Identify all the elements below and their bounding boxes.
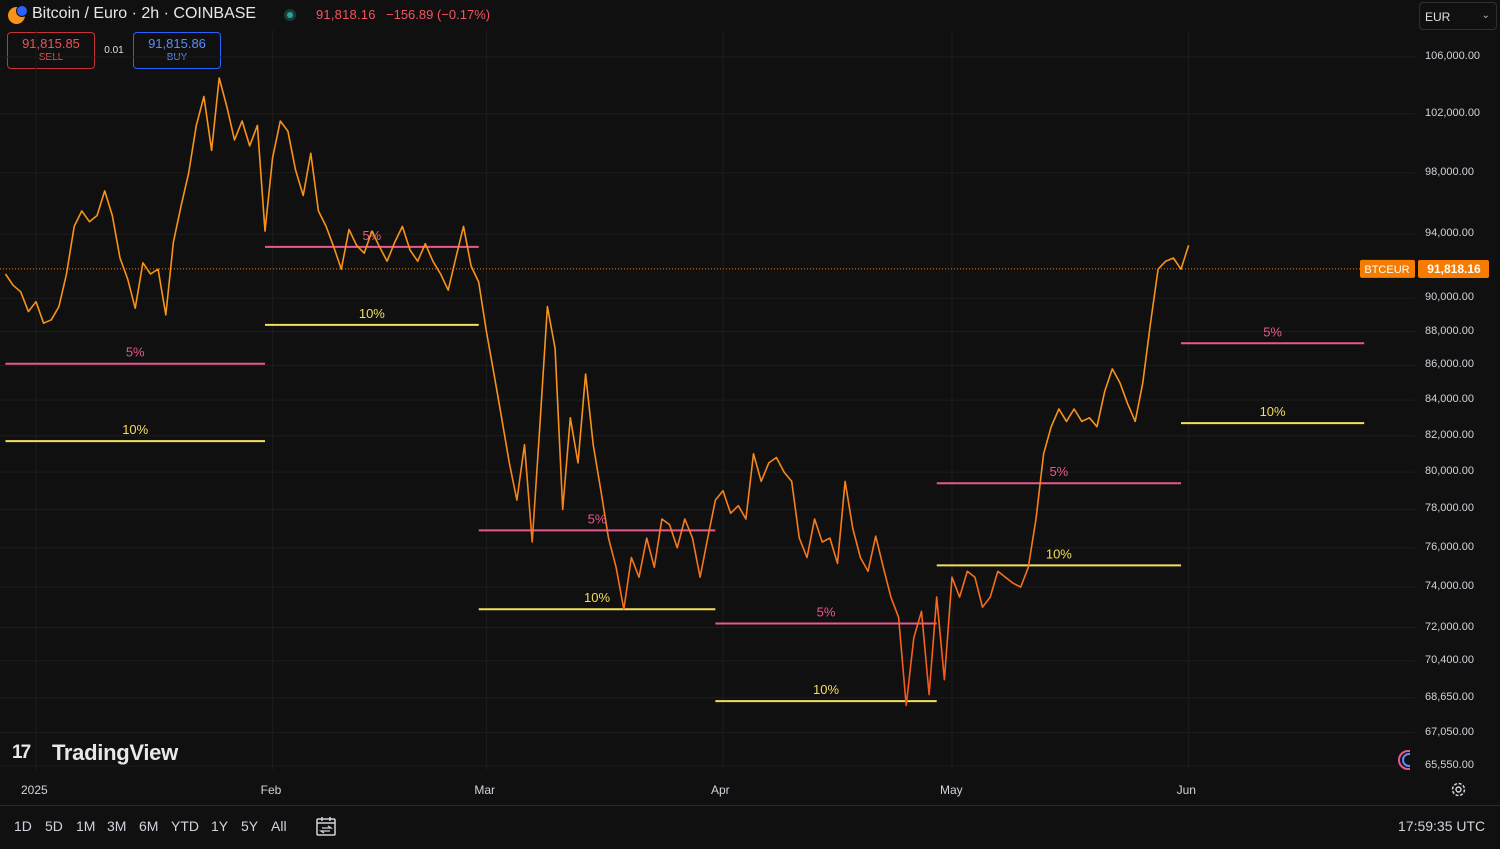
live-status-icon <box>284 9 296 21</box>
range-button-1d[interactable]: 1D <box>14 818 32 834</box>
y-tick-label: 78,000.00 <box>1425 502 1474 515</box>
x-tick-label: Mar <box>474 783 496 797</box>
header-last-price: 91,818.16 <box>316 7 376 22</box>
level-label: 5% <box>588 511 607 526</box>
x-tick-label: 2025 <box>21 783 48 797</box>
range-button-5y[interactable]: 5Y <box>241 818 259 834</box>
range-button-1y[interactable]: 1Y <box>211 818 229 834</box>
x-tick-label: May <box>940 783 963 797</box>
range-button-3m[interactable]: 3M <box>107 818 127 834</box>
level-label: 5% <box>1049 464 1068 479</box>
axis-last-price: 91,818.16 <box>1419 259 1489 278</box>
level-label: 5% <box>362 228 381 243</box>
range-button-5d[interactable]: 5D <box>45 818 63 834</box>
chart-header: Bitcoin / Euro · 2h · COINBASE 91,818.16… <box>0 0 1420 30</box>
symbol-title[interactable]: Bitcoin / Euro · 2h · COINBASE <box>32 5 257 22</box>
y-tick-label: 102,000.00 <box>1425 106 1481 119</box>
y-tick-label: 68,650.00 <box>1425 690 1474 703</box>
y-tick-label: 88,000.00 <box>1425 324 1474 337</box>
y-tick-label: 70,400.00 <box>1425 653 1474 666</box>
y-tick-label: 67,050.00 <box>1425 725 1474 738</box>
y-tick-label: 106,000.00 <box>1425 50 1481 62</box>
price-chart[interactable]: 5% 10% 5% 10% 5% 10% 5% 10% 5% 10% 5% 10% BTCEUR <box>0 30 1420 774</box>
percent-levels: 5% 10% 5% 10% 5% 10% 5% 10% 5% 10% 5% 10% <box>5 228 1365 703</box>
chart-grid <box>0 30 1415 770</box>
y-tick-label: 74,000.00 <box>1425 580 1474 593</box>
level-label: 5% <box>817 604 836 619</box>
range-button-all[interactable]: All <box>271 818 287 834</box>
bitcoin-euro-icon <box>8 5 28 24</box>
utc-clock[interactable]: 17:59:35 UTC <box>1398 818 1486 834</box>
level-label: 10% <box>122 422 148 437</box>
chevron-down-icon: ⌄ <box>1481 10 1490 21</box>
currency-value: EUR <box>1425 10 1451 24</box>
buy-price: 91,815.86 <box>148 36 206 51</box>
x-tick-label: Apr <box>711 783 730 797</box>
x-tick-label: Feb <box>260 783 282 797</box>
price-line-layer <box>4 77 1190 707</box>
bottom-toolbar: 1D 5D 1M 3M 6M YTD 1Y 5Y All 17:59:35 UTC <box>0 805 1500 849</box>
level-label: 10% <box>1046 546 1072 561</box>
sell-price: 91,815.85 <box>22 36 80 51</box>
y-tick-label: 86,000.00 <box>1425 358 1474 371</box>
range-button-1m[interactable]: 1M <box>76 818 96 834</box>
level-label: 10% <box>1260 404 1286 419</box>
last-price-tag-layer: BTCEUR <box>0 259 1415 278</box>
y-tick-label: 76,000.00 <box>1425 540 1474 553</box>
level-label: 10% <box>359 306 385 321</box>
currency-select[interactable]: EUR ⌄ <box>1419 2 1497 30</box>
price-line <box>4 77 1190 707</box>
price-axis[interactable]: 106,000.00 102,000.00 98,000.00 94,000.00 90… <box>1415 30 1500 805</box>
crescent-marker-icon[interactable] <box>1397 749 1417 771</box>
range-button-6m[interactable]: 6M <box>139 818 159 834</box>
level-label: 5% <box>126 345 145 360</box>
level-label: 5% <box>1263 324 1282 339</box>
y-tick-label: 80,000.00 <box>1425 465 1474 478</box>
spread-value: 0.01 <box>104 45 124 56</box>
y-tick-label: 90,000.00 <box>1425 291 1474 304</box>
y-tick-label: 84,000.00 <box>1425 393 1474 406</box>
y-tick-label: 72,000.00 <box>1425 620 1474 633</box>
y-tick-label: 98,000.00 <box>1425 165 1474 178</box>
level-label: 10% <box>813 682 839 697</box>
price-tag-symbol: BTCEUR <box>1364 264 1409 276</box>
tradingview-logo-mark: 17 <box>12 742 31 763</box>
y-tick-label: 94,000.00 <box>1425 227 1474 240</box>
level-label: 10% <box>584 590 610 605</box>
header-change: −156.89 (−0.17%) <box>386 7 491 22</box>
x-tick-label: Jun <box>1176 783 1196 797</box>
y-tick-label: 65,550.00 <box>1425 759 1474 771</box>
tradingview-logo-text: TradingView <box>52 740 178 765</box>
date-range-icon[interactable] <box>314 816 338 838</box>
range-button-ytd[interactable]: YTD <box>171 818 199 834</box>
y-tick-label: 82,000.00 <box>1425 428 1474 441</box>
price-tag-symbol-bg <box>1360 259 1415 278</box>
gear-icon[interactable] <box>1450 781 1467 798</box>
